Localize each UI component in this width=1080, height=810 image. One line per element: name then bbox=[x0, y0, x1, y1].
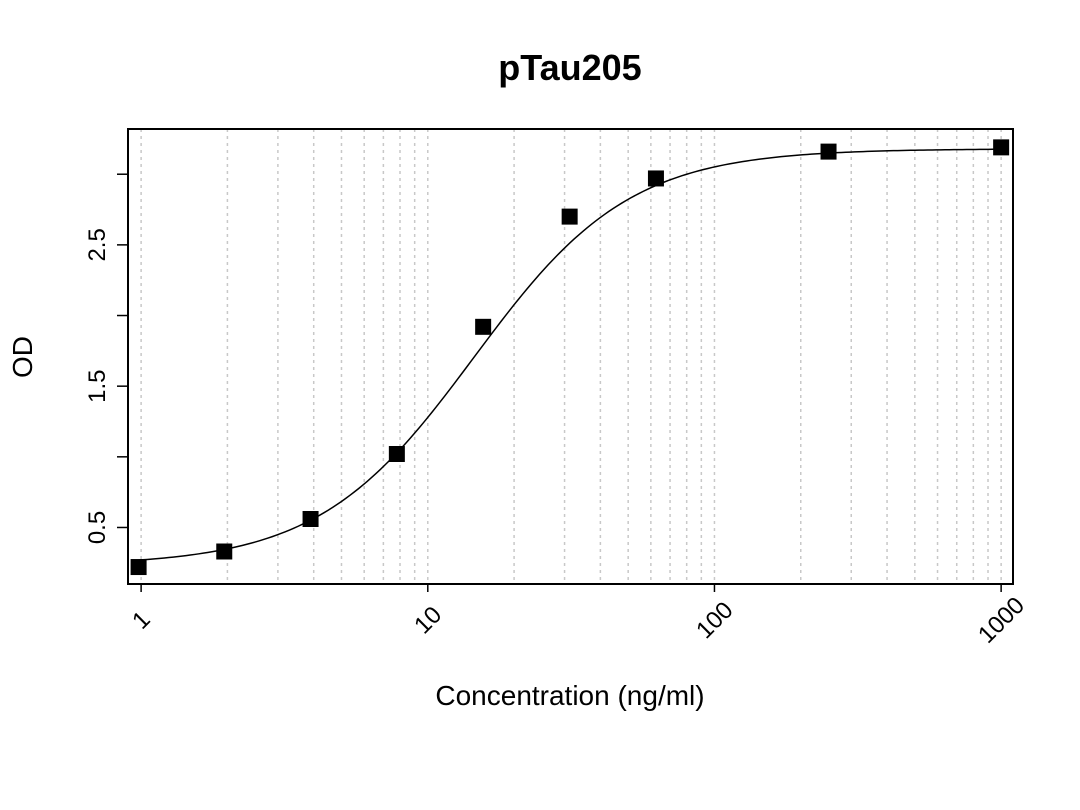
y-axis-label: OD bbox=[7, 336, 38, 378]
fit-curve bbox=[138, 148, 1002, 561]
data-point bbox=[561, 208, 578, 225]
x-axis: 1 10 100 1000 bbox=[127, 584, 1030, 649]
y-axis: 0.5 1.5 2.5 bbox=[84, 173, 128, 544]
x-tick-label: 1 bbox=[127, 606, 156, 635]
plot-frame bbox=[127, 128, 1014, 585]
y-tick-label: 2.5 bbox=[84, 228, 111, 261]
y-tick-label: 1.5 bbox=[84, 369, 111, 402]
data-point bbox=[302, 511, 319, 527]
x-tick-label: 100 bbox=[691, 597, 738, 644]
x-tick-label: 1000 bbox=[973, 592, 1030, 649]
y-tick-label: 0.5 bbox=[84, 511, 111, 544]
x-axis-label: Concentration (ng/ml) bbox=[435, 680, 704, 711]
data-point bbox=[388, 446, 405, 462]
data-point bbox=[993, 139, 1010, 156]
data-point bbox=[216, 543, 233, 560]
data-points bbox=[130, 139, 1010, 576]
data-point bbox=[475, 318, 492, 335]
data-point bbox=[647, 170, 664, 187]
data-point bbox=[130, 559, 147, 576]
data-point bbox=[820, 143, 837, 160]
grid-lines bbox=[140, 129, 1002, 584]
x-tick-label: 10 bbox=[409, 601, 447, 639]
chart-title: pTau205 bbox=[498, 47, 641, 88]
